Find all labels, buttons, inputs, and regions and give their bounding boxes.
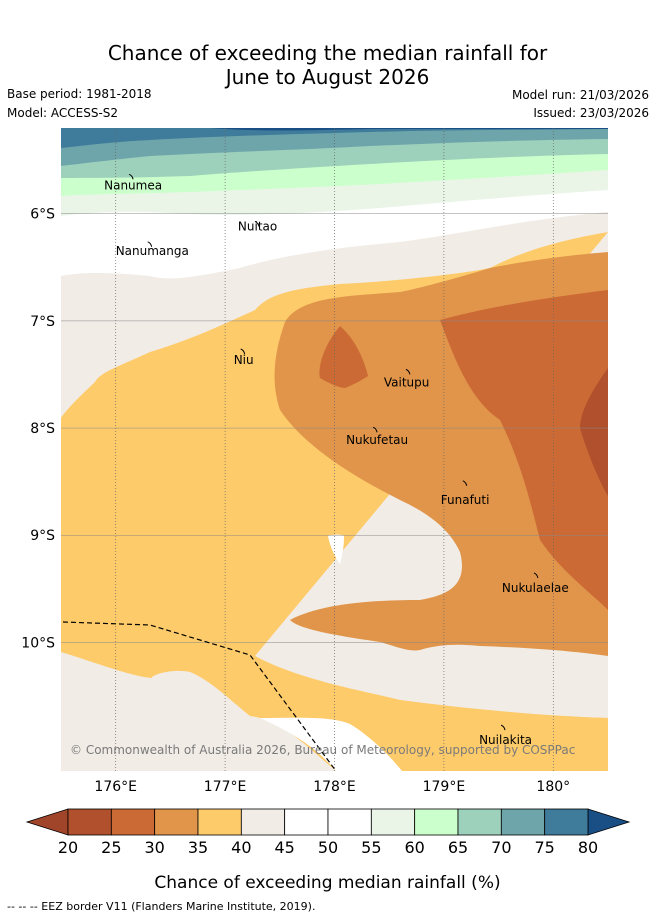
zone-40-45-south: [61, 652, 336, 771]
longitude-label: 177°E: [204, 779, 247, 795]
place-label: Niu: [234, 353, 254, 367]
place-label: Nukufetau: [346, 433, 408, 447]
zone-75-80: [61, 128, 608, 148]
longitude-label: 179°E: [423, 779, 466, 795]
colorbar-tick-label: 20: [58, 838, 78, 857]
colorbar-tick-label: 80: [578, 838, 598, 857]
zone-45-55-south: [260, 717, 402, 771]
colorbar-tick-label: 50: [318, 838, 338, 857]
latitude-label: 9°S: [30, 528, 55, 544]
colorbar-over-arrow: [587, 808, 631, 836]
latitude-label: 8°S: [30, 421, 55, 437]
colorbar-tick-label: 70: [491, 838, 511, 857]
zone-20-25: [580, 368, 608, 496]
colorbar-under-arrow: [25, 808, 69, 836]
zone-25-30-center: [319, 326, 368, 388]
place-label: Vaitupu: [384, 375, 430, 389]
colorbar: 20 25 30 35 40 45 50 55 60 65 70 75 80: [25, 808, 631, 857]
colorbar-swatch: [500, 808, 546, 836]
place-label: Nuilakita: [479, 733, 532, 747]
copyright-notice: © Commonwealth of Australia 2026, Bureau…: [70, 743, 575, 757]
eez-border-line: [62, 621, 337, 772]
zone-over-80: [61, 128, 608, 131]
island-outline: [254, 220, 260, 227]
longitude-label: 176°E: [94, 779, 137, 795]
latitude-label: 7°S: [30, 314, 55, 330]
colorbar-swatch: [67, 808, 112, 836]
island-outline: [372, 426, 378, 433]
issued-text: Issued: 23/03/2026: [533, 106, 649, 120]
colorbar-swatch: [154, 808, 199, 836]
place-label: Funafuti: [441, 493, 490, 507]
island-outline: [462, 480, 468, 486]
place-labels: Nanumea Nanumanga Nuitao Niu Vaitupu Nukufeta…: [104, 178, 569, 747]
colorbar-tick-label: 35: [188, 838, 208, 857]
zone-45-55-islet: [328, 534, 344, 564]
map-title-line2: June to August 2026: [225, 65, 430, 89]
base-period-text: Base period: 1981-2018: [7, 87, 152, 101]
island-outline: [533, 572, 539, 579]
colorbar-swatch: [370, 808, 416, 836]
island-outline: [500, 724, 506, 731]
colorbar-swatch: [327, 808, 372, 836]
colorbar-label: Chance of exceeding median rainfall (%): [154, 873, 501, 893]
place-label: Nukulaelae: [502, 581, 569, 595]
place-label: Nanumanga: [116, 244, 189, 258]
axis-tick-labels: 176°E 177°E 178°E 179°E 180° 6°S 7°S 8°S 9°S 10°S: [21, 207, 570, 795]
colorbar-swatch: [110, 808, 156, 836]
latitude-label: 6°S: [30, 207, 55, 223]
colorbar-tick-label: 40: [231, 838, 251, 857]
colorbar-tick-label: 55: [361, 838, 381, 857]
island-outline: [147, 241, 153, 247]
colorbar-swatch: [197, 808, 242, 836]
eez-border: [62, 621, 337, 772]
island-outline: [240, 348, 246, 355]
place-label: Nanumea: [104, 178, 162, 192]
colorbar-swatch: [457, 808, 502, 836]
colorbar-tick-label: 25: [101, 838, 121, 857]
rainfall-map: [61, 128, 608, 771]
island-outline: [405, 368, 411, 375]
colorbar-tick-label: 30: [144, 838, 164, 857]
latitude-label: 10°S: [21, 635, 55, 651]
longitude-label: 178°E: [313, 779, 356, 795]
colorbar-swatch: [240, 808, 286, 836]
eez-footnote: -- -- -- EEZ border V11 (Flanders Marine…: [7, 900, 316, 913]
colorbar-tick-label: 75: [534, 838, 554, 857]
colorbar-swatch: [414, 808, 459, 836]
island-outline: [128, 173, 134, 180]
map-gridlines: [61, 128, 608, 771]
place-label: Nuitao: [238, 219, 277, 233]
model-run-text: Model run: 21/03/2026: [511, 88, 649, 102]
island-markers: [128, 173, 539, 731]
longitude-label: 180°: [536, 779, 570, 795]
colorbar-swatch: [284, 808, 329, 836]
colorbar-tick-label: 60: [404, 838, 424, 857]
colorbar-tick-label: 65: [448, 838, 468, 857]
zone-25-30: [440, 290, 608, 610]
colorbar-tick-label: 45: [274, 838, 294, 857]
colorbar-swatch: [544, 808, 589, 836]
zone-35-40-south: [255, 656, 608, 771]
map-title-line1: Chance of exceeding the median rainfall …: [107, 41, 548, 65]
model-text: Model: ACCESS-S2: [7, 106, 119, 120]
